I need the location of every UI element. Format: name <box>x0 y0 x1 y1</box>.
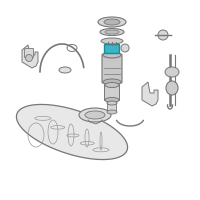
Ellipse shape <box>100 28 124 36</box>
Polygon shape <box>142 82 158 106</box>
Ellipse shape <box>59 67 71 73</box>
Ellipse shape <box>105 82 119 88</box>
Polygon shape <box>22 45 38 68</box>
FancyBboxPatch shape <box>24 48 34 58</box>
Ellipse shape <box>103 52 121 58</box>
Ellipse shape <box>107 110 117 114</box>
Ellipse shape <box>101 38 123 44</box>
Ellipse shape <box>105 30 119 34</box>
Ellipse shape <box>107 101 117 105</box>
Ellipse shape <box>103 79 121 85</box>
Ellipse shape <box>26 54 32 62</box>
FancyBboxPatch shape <box>104 84 120 100</box>
Ellipse shape <box>104 19 120 25</box>
Polygon shape <box>16 104 128 160</box>
Ellipse shape <box>158 30 168 40</box>
Ellipse shape <box>121 44 129 52</box>
Ellipse shape <box>166 81 178 95</box>
Ellipse shape <box>85 111 105 119</box>
FancyBboxPatch shape <box>102 54 122 83</box>
FancyBboxPatch shape <box>104 45 120 53</box>
FancyBboxPatch shape <box>108 102 116 112</box>
Ellipse shape <box>98 17 126 27</box>
Ellipse shape <box>79 108 111 122</box>
Ellipse shape <box>165 67 179 77</box>
Ellipse shape <box>105 98 119 102</box>
